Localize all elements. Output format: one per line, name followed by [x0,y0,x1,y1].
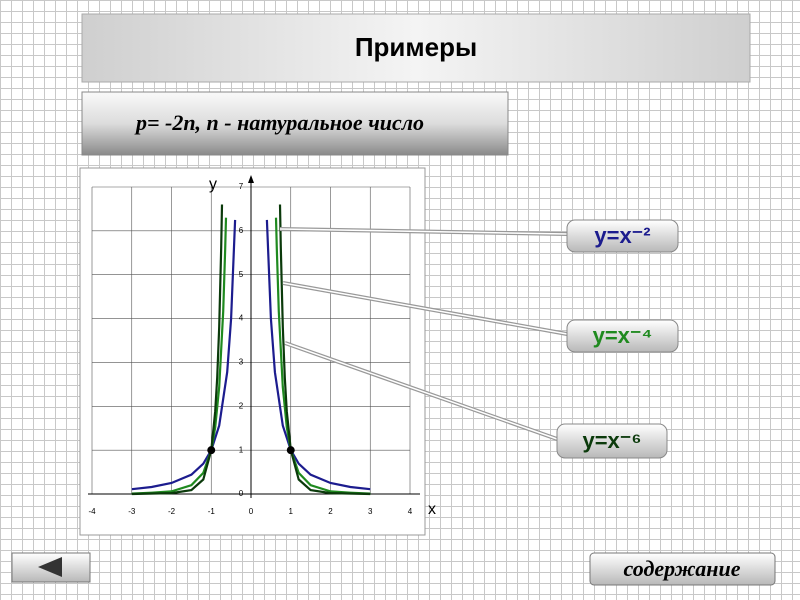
contents-button[interactable] [589,552,776,586]
y-tick-label: 6 [239,226,244,235]
x-tick-label: -2 [168,507,176,516]
formula-text: p= -2n, n - натуральное число [134,110,424,135]
chart: -4-3-2-10123401234567xy [88,175,436,518]
legend-label: y=x⁻² [594,223,650,248]
x-tick-label: 3 [368,507,373,516]
leader-line [284,342,558,440]
formula-banner [81,91,509,156]
legend-box [556,423,668,459]
leader-line [282,282,568,335]
y-tick-label: 4 [239,314,244,323]
header-bar [81,13,751,83]
x-tick-label: 0 [249,507,254,516]
y-axis-label: y [209,176,217,193]
y-arrow [248,175,254,183]
legend-label: y=x⁻⁶ [582,428,641,453]
y-tick-label: 5 [239,270,244,279]
y-tick-label: 2 [239,401,244,410]
marked-point [207,446,216,455]
series-line [131,219,371,491]
y-tick-label: 3 [239,358,244,367]
legend-label: y=x⁻⁴ [593,323,653,348]
contents-label: содержание [624,556,741,581]
x-tick-label: 2 [328,507,333,516]
legend-box [566,219,679,253]
x-tick-label: -1 [208,507,216,516]
x-tick-label: 4 [408,507,413,516]
header-title: Примеры [355,32,477,62]
leader-line [279,228,568,235]
x-tick-label: 1 [289,507,294,516]
y-tick-label: 7 [239,182,244,191]
legend-box [566,319,679,353]
marked-point [286,446,295,455]
x-tick-label: -3 [128,507,136,516]
back-arrow [38,557,62,577]
series-line [131,204,371,496]
y-tick-label: 1 [239,445,244,454]
x-axis-label: x [428,501,436,518]
x-tick-label: -4 [88,507,96,516]
